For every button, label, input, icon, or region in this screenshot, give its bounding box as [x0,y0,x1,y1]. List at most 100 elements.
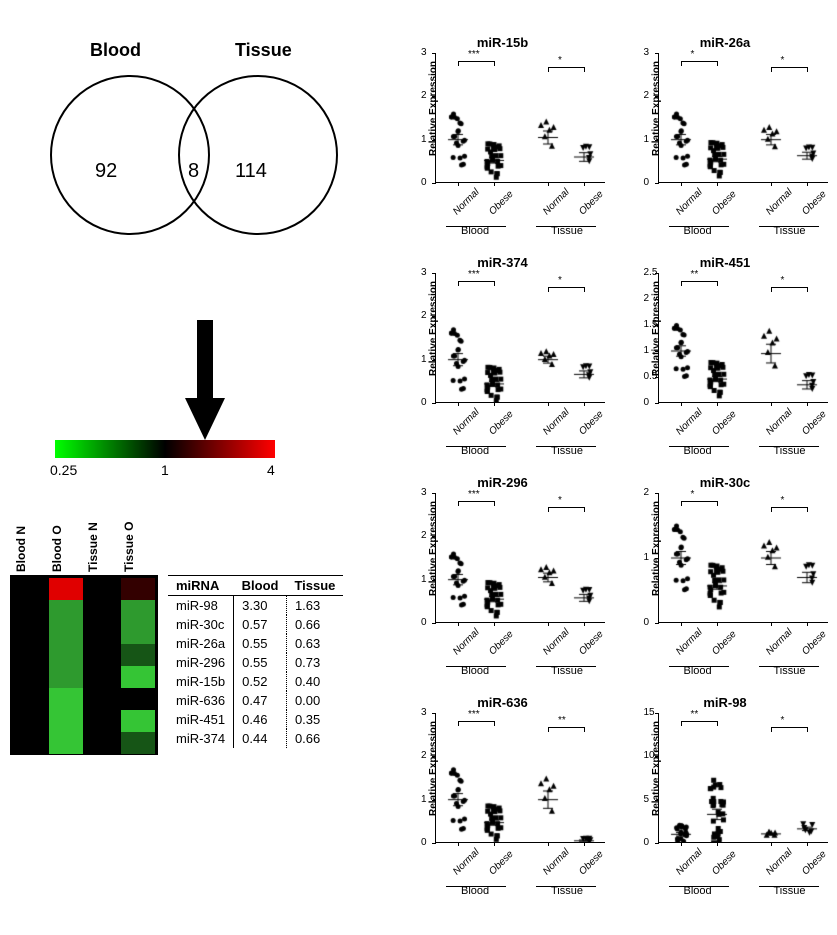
table-cell: 0.47 [234,691,287,710]
table-header: Blood [234,576,287,596]
significance-label: * [781,275,785,286]
table-cell: miR-296 [168,653,234,672]
venn-count-right: 114 [235,160,267,183]
y-tick: 1 [644,134,650,145]
y-tick: 1 [421,134,427,145]
chart-title: miR-296 [400,475,605,490]
x-section-label: Blood [684,445,712,457]
x-group-label: Normal [674,187,705,218]
x-section-label: Blood [461,885,489,897]
heatmap-cell [49,732,83,754]
heatmap-cell [85,578,119,600]
heatmap-cell [49,710,83,732]
x-group-label: Normal [674,627,705,658]
table-cell: 0.46 [234,710,287,729]
heatmap-cell [49,600,83,622]
table-row: miR-15b0.520.40 [168,672,343,691]
y-tick: 2 [421,530,427,541]
x-group-label: Obese [710,629,739,658]
colorbar-tick: 4 [267,462,275,478]
y-tick: 2 [644,293,650,304]
significance-label: *** [468,269,480,280]
x-group-label: Normal [674,407,705,438]
heatmap-cell [85,600,119,622]
scatter-chart: miR-636Relative Expression0123*****Norma… [400,695,605,890]
heatmap-cell [13,732,47,754]
table-row: miR-4510.460.35 [168,710,343,729]
table-cell: 0.44 [234,729,287,748]
scatter-chart: miR-374Relative Expression0123****Normal… [400,255,605,450]
y-tick: 3 [421,707,427,718]
x-group-label: Obese [800,409,829,438]
y-tick: 2 [421,310,427,321]
scatter-chart: miR-15b Relative Expression0123****Normal… [400,35,605,230]
scatter-canvas [436,493,606,623]
table-cell: miR-30c [168,615,234,634]
y-tick: 2 [644,487,650,498]
y-tick: 3 [421,487,427,498]
heatmap-col-label: Tissue O [122,522,136,572]
heatmap-cell [13,622,47,644]
x-section-label: Tissue [551,885,583,897]
chart-title: miR-15b [400,35,605,50]
x-group-label: Obese [800,629,829,658]
x-section-label: Tissue [774,665,806,677]
significance-label: * [781,55,785,66]
table-cell: 0.73 [286,653,343,672]
heatmap-col-label: Blood O [50,525,64,572]
x-section-label: Tissue [551,665,583,677]
x-group-label: Obese [710,189,739,218]
scatter-chart: miR-98Relative Expression051015***Normal… [623,695,828,890]
x-group-label: Obese [487,849,516,878]
table-cell: 0.00 [286,691,343,710]
x-group-label: Obese [577,409,606,438]
table-row: miR-26a0.550.63 [168,634,343,653]
venn-label-left: Blood [90,40,141,61]
y-tick: 0 [644,177,650,188]
chart-plot: Relative Expression0123****NormalObeseNo… [435,53,605,183]
heatmap-row [12,599,156,621]
x-section-label: Tissue [774,225,806,237]
heatmap-cell [85,710,119,732]
heatmap-cell [121,644,155,666]
colorbar-section: 0.25 1 4 [10,440,400,500]
y-tick: 0 [644,617,650,628]
chart-title: miR-26a [623,35,828,50]
heatmap-cell [49,622,83,644]
x-group-label: Obese [487,189,516,218]
heatmap-cell [121,666,155,688]
chart-title: miR-30c [623,475,828,490]
heatmap-col-label: Blood N [14,526,28,572]
x-section-label: Blood [684,225,712,237]
table-cell: miR-636 [168,691,234,710]
x-group-label: Normal [541,847,572,878]
chart-title: miR-374 [400,255,605,270]
table-cell: 0.55 [234,653,287,672]
x-section-label: Tissue [774,885,806,897]
significance-label: ** [558,715,566,726]
scatter-canvas [436,273,606,403]
x-section-label: Tissue [551,445,583,457]
table-cell: miR-26a [168,634,234,653]
significance-label: * [691,489,695,500]
x-group-label: Normal [451,627,482,658]
table-cell: 0.40 [286,672,343,691]
scatter-chart: miR-26aRelative Expression0123**NormalOb… [623,35,828,230]
heatmap-col-label: Tissue N [86,522,100,572]
colorbar-tick: 0.25 [50,462,77,478]
significance-label: * [691,49,695,60]
table-row: miR-983.301.63 [168,596,343,616]
heatmap-cell [121,600,155,622]
heatmap-cell [85,622,119,644]
colorbar: 0.25 1 4 [55,440,275,458]
significance-label: * [781,495,785,506]
table-row: miR-3740.440.66 [168,729,343,748]
table-cell: 3.30 [234,596,287,616]
table-cell: miR-374 [168,729,234,748]
table-cell: 0.63 [286,634,343,653]
data-table: miRNA Blood Tissue miR-983.301.63miR-30c… [168,575,343,748]
heatmap-cell [121,578,155,600]
significance-label: ** [691,269,699,280]
significance-label: *** [468,489,480,500]
chart-plot: Relative Expression012**NormalObeseNorma… [658,493,828,623]
